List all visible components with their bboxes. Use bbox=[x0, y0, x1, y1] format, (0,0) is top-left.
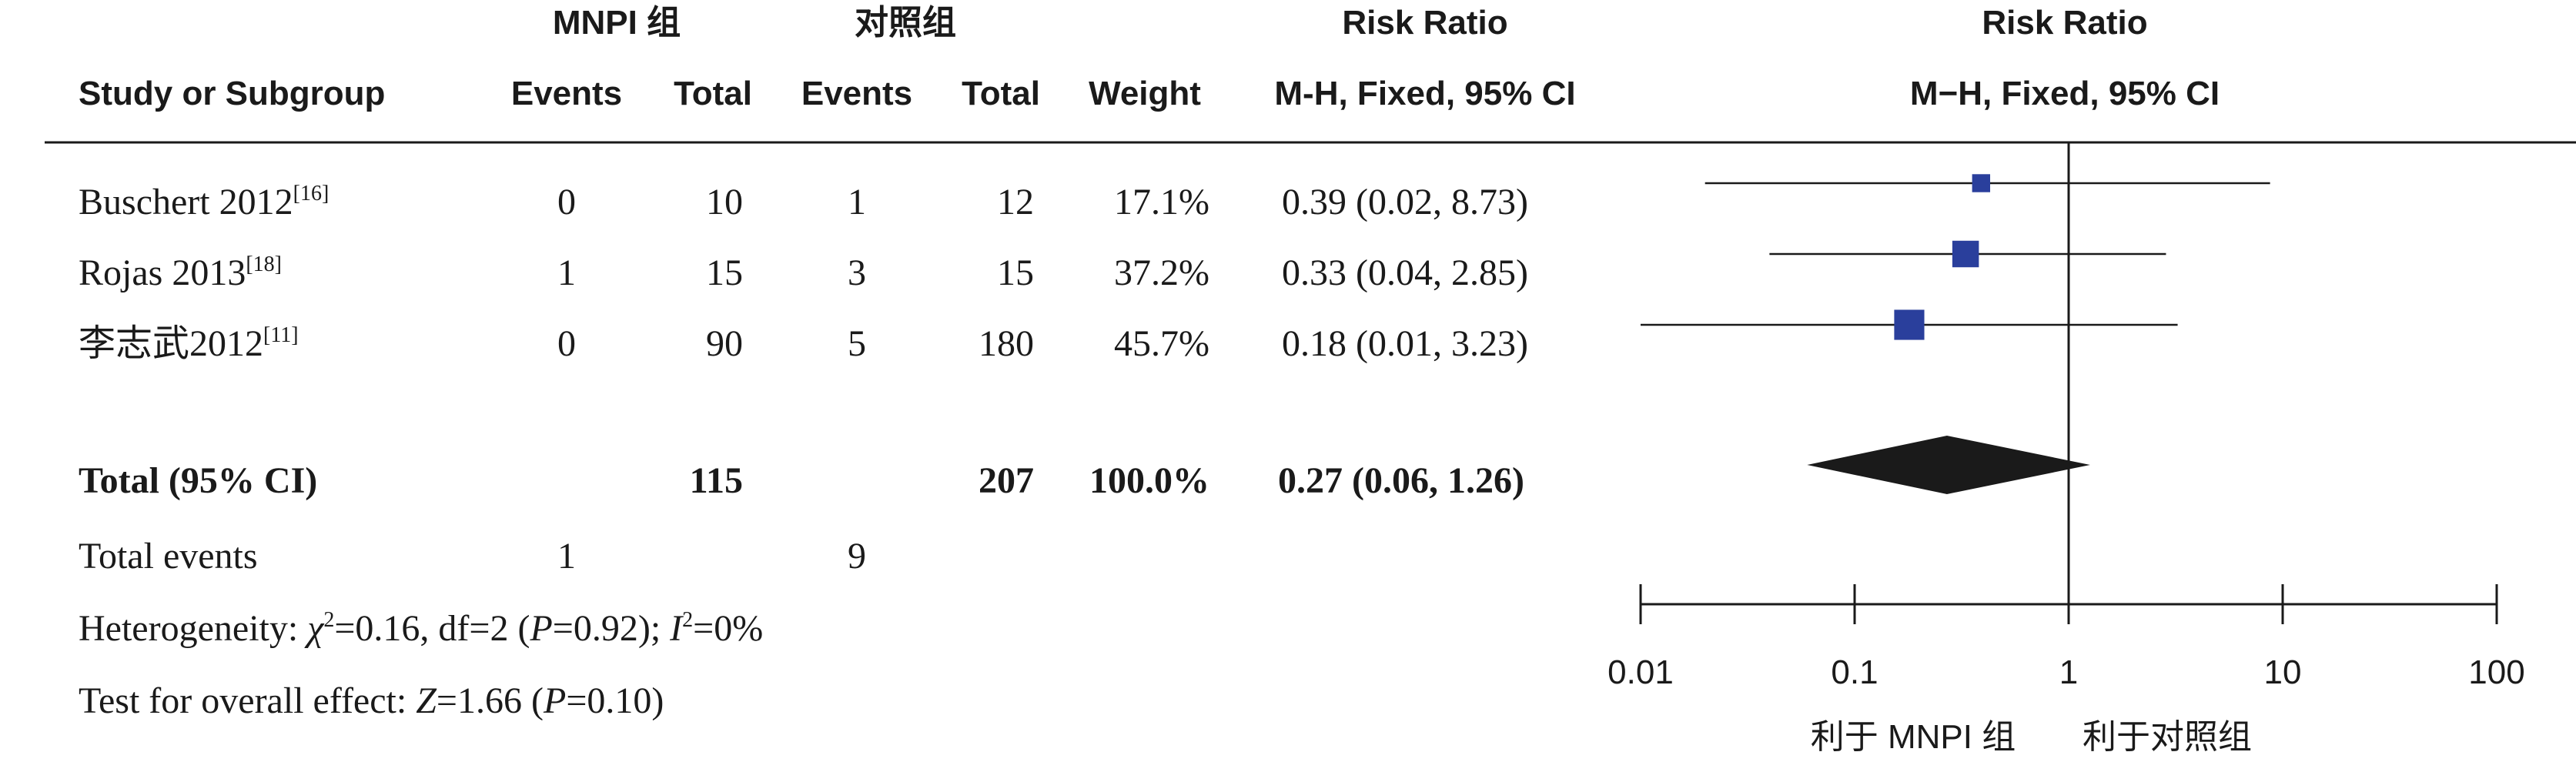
events1-value: 0 bbox=[557, 182, 576, 222]
method-right-header: M−H, Fixed, 95% CI bbox=[1910, 75, 2220, 112]
total2-value: 180 bbox=[979, 323, 1034, 364]
weight-value: 17.1% bbox=[1114, 182, 1209, 222]
weight-value: 45.7% bbox=[1114, 323, 1209, 364]
total1-value: 15 bbox=[706, 252, 743, 293]
study-marks bbox=[1641, 174, 2270, 340]
total1-header: Total bbox=[674, 75, 752, 112]
group2-header: 对照组 bbox=[855, 4, 956, 42]
total-weight: 100.0% bbox=[1089, 460, 1209, 501]
risk-ratio-left-header: Risk Ratio bbox=[1342, 4, 1507, 42]
study-ref: [16] bbox=[293, 182, 330, 206]
ci-value: 0.39 (0.02, 8.73) bbox=[1282, 182, 1528, 222]
ci-value: 0.33 (0.04, 2.85) bbox=[1282, 252, 1528, 293]
events1-value: 0 bbox=[557, 323, 576, 364]
svg-text:李志武2012[11]: 李志武2012[11] bbox=[79, 323, 299, 364]
point-estimate-square bbox=[1894, 309, 1925, 340]
weight-header: Weight bbox=[1089, 75, 1201, 112]
events1-value: 1 bbox=[557, 252, 576, 293]
events2-header: Events bbox=[801, 75, 912, 112]
favours-left-label: 利于 MNPI 组 bbox=[1811, 718, 2016, 756]
risk-ratio-right-header: Risk Ratio bbox=[1982, 4, 2147, 42]
study-ref: [11] bbox=[263, 323, 299, 347]
total-ci: 0.27 (0.06, 1.26) bbox=[1278, 460, 1524, 501]
axis-tick-label: 10 bbox=[2264, 653, 2302, 691]
events2-value: 1 bbox=[848, 182, 866, 222]
axis-ticks: 0.01 0.1 1 10 100 bbox=[1607, 584, 2525, 691]
total2-value: 15 bbox=[997, 252, 1034, 293]
point-estimate-square bbox=[1952, 240, 1979, 268]
method-left-header: M-H, Fixed, 95% CI bbox=[1274, 75, 1575, 112]
axis-tick-label: 100 bbox=[2468, 653, 2524, 691]
events2-value: 5 bbox=[848, 323, 866, 364]
total-events1: 1 bbox=[557, 536, 576, 577]
axis-tick-label: 0.01 bbox=[1607, 653, 1674, 691]
study-row: Rojas 2013[18] 1 15 3 15 37.2% 0.33 (0.0… bbox=[79, 252, 1528, 293]
axis-tick-label: 0.1 bbox=[1831, 653, 1878, 691]
total1-value: 115 bbox=[690, 460, 743, 501]
pooled-diamond bbox=[1807, 436, 2090, 494]
group1-header: MNPI 组 bbox=[553, 4, 681, 42]
svg-text:Rojas 2013[18]: Rojas 2013[18] bbox=[79, 252, 282, 293]
point-estimate-square bbox=[1972, 174, 1991, 192]
study-name: Rojas 2013 bbox=[79, 252, 246, 293]
axis-tick-label: 1 bbox=[2059, 653, 2078, 691]
total-events2: 9 bbox=[848, 536, 866, 577]
total-row: Total (95% CI) 115 207 100.0% 0.27 (0.06… bbox=[79, 460, 1524, 501]
total2-value: 12 bbox=[997, 182, 1034, 222]
total-label: Total (95% CI) bbox=[79, 460, 317, 501]
study-ref: [18] bbox=[246, 252, 282, 276]
total-events-label: Total events bbox=[79, 536, 258, 577]
study-name: 李志武2012 bbox=[79, 323, 263, 364]
events2-value: 3 bbox=[848, 252, 866, 293]
overall-effect-line: Test for overall effect: Z=1.66 (P=0.10) bbox=[79, 680, 664, 721]
events1-header: Events bbox=[511, 75, 622, 112]
total1-value: 90 bbox=[706, 323, 743, 364]
total1-value: 10 bbox=[706, 182, 743, 222]
study-column-header: Study or Subgroup bbox=[79, 75, 385, 112]
total-events-row: Total events 1 9 bbox=[79, 536, 866, 577]
total2-value: 207 bbox=[979, 460, 1034, 501]
svg-text:Buschert 2012[16]: Buschert 2012[16] bbox=[79, 182, 329, 222]
total2-header: Total bbox=[962, 75, 1040, 112]
ci-value: 0.18 (0.01, 3.23) bbox=[1282, 323, 1528, 364]
weight-value: 37.2% bbox=[1114, 252, 1209, 293]
study-row: Buschert 2012[16] 0 10 1 12 17.1% 0.39 (… bbox=[79, 182, 1528, 222]
heterogeneity-line: Heterogeneity: χ2=0.16, df=2 (P=0.92); I… bbox=[79, 608, 763, 649]
favours-right-label: 利于对照组 bbox=[2083, 718, 2252, 756]
study-name: Buschert 2012 bbox=[79, 182, 293, 222]
plot-area: 0.01 0.1 1 10 100 bbox=[1607, 142, 2525, 691]
study-row: 李志武2012[11] 0 90 5 180 45.7% 0.18 (0.01,… bbox=[79, 323, 1528, 364]
